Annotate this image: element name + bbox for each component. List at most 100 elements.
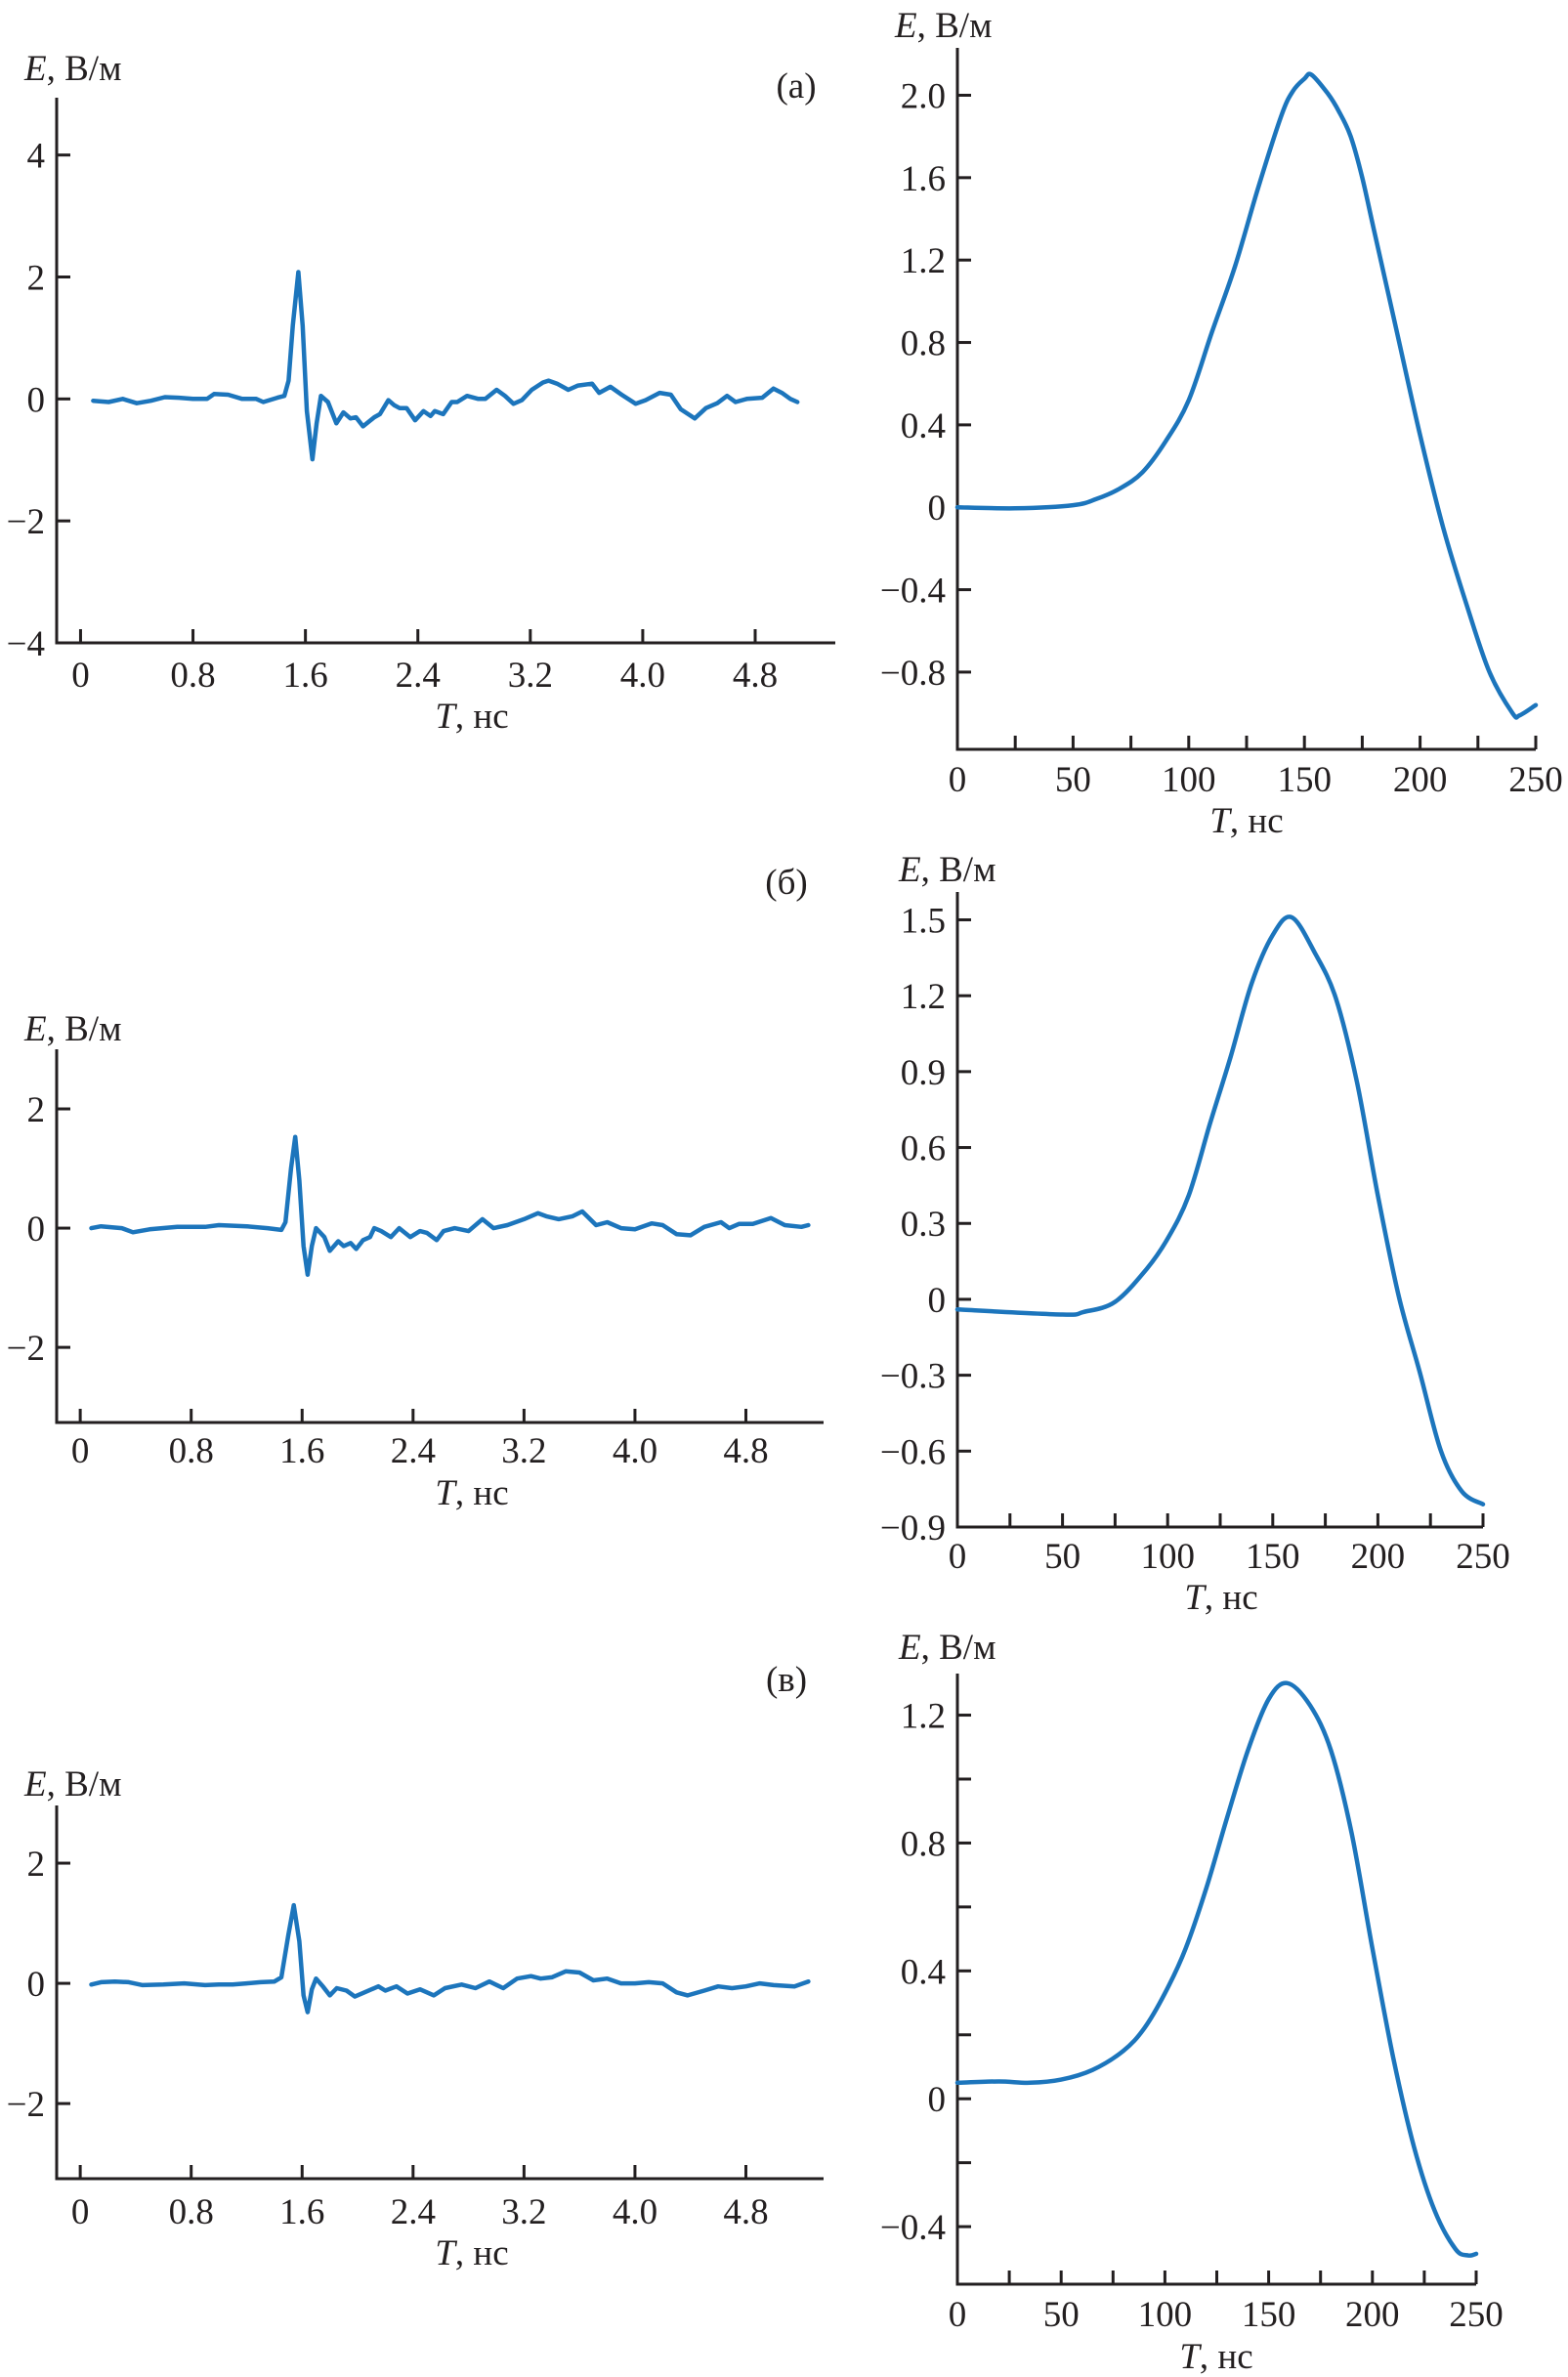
- x-axis-title: T, нс: [435, 1473, 508, 1513]
- y-tick-label: 1.2: [901, 241, 946, 281]
- x-tick-label: 250: [1449, 2295, 1504, 2335]
- axes: [55, 98, 835, 645]
- x-tick-label: 250: [1456, 1537, 1510, 1577]
- series-line: [89, 1134, 811, 1277]
- y-tick-label: −4: [7, 624, 45, 664]
- x-tick-label: 0.8: [169, 1431, 214, 1471]
- panel-label: (в): [766, 1660, 807, 1700]
- x-tick-label: 4.0: [620, 656, 665, 696]
- x-tick-label: 50: [1044, 1537, 1081, 1577]
- x-tick-label: 200: [1351, 1537, 1406, 1577]
- x-tick-label: 2.4: [391, 2192, 436, 2232]
- axes: [955, 1674, 1476, 2286]
- y-tick-label: 4: [27, 137, 46, 177]
- y-tick-label: −2: [7, 1329, 45, 1369]
- y-axis-title: E, В/м: [23, 49, 121, 89]
- x-axis-title: T, нс: [435, 2233, 508, 2273]
- panel-label: (а): [776, 66, 816, 106]
- x-tick-label: 4.8: [723, 2192, 768, 2232]
- y-tick-label: 0.6: [901, 1129, 946, 1169]
- x-tick-label: 150: [1242, 2295, 1296, 2335]
- y-tick-label: 1.2: [901, 1697, 946, 1737]
- y-tick-label: 2.0: [901, 76, 946, 116]
- x-axis-title: T, нс: [1184, 1578, 1257, 1618]
- y-tick-label: −2: [7, 2085, 45, 2125]
- y-tick-label: 0: [27, 1210, 46, 1250]
- x-tick-label: 4.0: [613, 2192, 657, 2232]
- y-tick-label: 0.8: [901, 1824, 946, 1864]
- chart-b-right: E, В/м T, нс 0 50 100 150 200 250 1.5 1.2 0.9 0.6…: [880, 850, 1510, 1618]
- chart-c-right: E, В/м T, нс 0 50 100 150 200 250 1.2 0.8 0.4 0 −0…: [880, 1628, 1504, 2377]
- x-tick-label: 4.8: [723, 1431, 768, 1471]
- series-line: [954, 71, 1539, 720]
- y-tick-label: 2: [27, 1845, 46, 1885]
- y-axis-title: E, В/м: [23, 1009, 121, 1049]
- x-tick-label: 4.0: [613, 1431, 657, 1471]
- series-line: [954, 914, 1486, 1507]
- axes: [55, 1805, 824, 2181]
- chart-a-right: E, В/м T, нс 0 50 100 150 200 250 2.0 1.6 1.2 0.8…: [880, 6, 1563, 841]
- x-tick-label: 3.2: [501, 1431, 546, 1471]
- x-tick-label: 150: [1246, 1537, 1300, 1577]
- y-tick-label: 0.3: [901, 1205, 946, 1245]
- x-axis-title: T, нс: [1179, 2337, 1252, 2377]
- y-tick-label: 1.2: [901, 977, 946, 1017]
- x-tick-label: 1.6: [279, 2192, 324, 2232]
- chart-b-left: E, В/м (б) T, нс 0 0.8 1.6 2.4 3.2 4.0 4.8 2 0 −2: [7, 863, 824, 1513]
- x-tick-label: 1.6: [283, 656, 328, 696]
- y-axis-title: E, В/м: [898, 850, 996, 890]
- y-tick-label: −0.6: [880, 1432, 946, 1472]
- x-tick-label: 0: [949, 760, 967, 800]
- x-tick-label: 100: [1140, 1537, 1195, 1577]
- y-tick-label: −0.4: [880, 572, 946, 612]
- y-tick-label: 2: [27, 259, 46, 299]
- y-tick-label: 0.4: [901, 406, 946, 446]
- x-tick-label: 1.6: [279, 1431, 324, 1471]
- y-tick-label: −0.3: [880, 1357, 946, 1397]
- panel-label: (б): [765, 863, 807, 903]
- x-tick-label: 250: [1508, 760, 1563, 800]
- x-tick-label: 150: [1277, 760, 1332, 800]
- y-tick-label: 0.4: [901, 1952, 946, 1992]
- x-tick-label: 0: [949, 1537, 967, 1577]
- axes: [955, 892, 1483, 1529]
- axes: [955, 48, 1536, 751]
- x-tick-label: 0: [949, 2295, 967, 2335]
- y-tick-label: 0: [27, 380, 46, 420]
- series-line: [91, 270, 800, 462]
- x-tick-label: 0: [71, 1431, 90, 1471]
- x-tick-label: 0.8: [170, 656, 215, 696]
- x-tick-label: 0.8: [169, 2192, 214, 2232]
- x-tick-label: 200: [1393, 760, 1448, 800]
- y-tick-label: −0.4: [880, 2208, 946, 2248]
- x-tick-label: 0: [71, 656, 90, 696]
- y-tick-label: 0: [928, 488, 947, 529]
- y-tick-label: 0: [27, 1965, 46, 2005]
- y-tick-label: 1.5: [901, 901, 946, 941]
- y-tick-label: 2: [27, 1090, 46, 1130]
- x-tick-label: 0: [71, 2192, 90, 2232]
- axes: [55, 1049, 824, 1424]
- x-tick-label: 50: [1043, 2295, 1080, 2335]
- x-tick-label: 3.2: [508, 656, 553, 696]
- y-tick-label: 0.9: [901, 1053, 946, 1093]
- chart-a-left: E, В/м (а) T, нс 0 0.8 1.6 2.4 3.2 4.0 4.8420−…: [7, 49, 835, 737]
- y-tick-label: 0: [928, 2080, 947, 2120]
- x-tick-label: 4.8: [733, 656, 778, 696]
- x-tick-label: 100: [1138, 2295, 1193, 2335]
- x-axis-title: T, нс: [1209, 801, 1283, 841]
- y-tick-label: 1.6: [901, 159, 946, 199]
- series-line: [954, 1680, 1479, 2258]
- y-axis-title: E, В/м: [894, 6, 992, 46]
- x-tick-label: 2.4: [391, 1431, 436, 1471]
- y-tick-label: 0: [928, 1281, 947, 1321]
- series-line: [89, 1902, 811, 2015]
- y-tick-label: −2: [7, 502, 45, 542]
- y-axis-title: E, В/м: [23, 1764, 121, 1804]
- chart-c-left: E, В/м (в) T, нс 0 0.8 1.6 2.4 3.2 4.0 4.8 2 0 −2: [7, 1660, 824, 2273]
- x-tick-label: 50: [1055, 760, 1091, 800]
- x-tick-label: 200: [1345, 2295, 1400, 2335]
- x-tick-label: 3.2: [501, 2192, 546, 2232]
- y-tick-label: −0.9: [880, 1508, 946, 1549]
